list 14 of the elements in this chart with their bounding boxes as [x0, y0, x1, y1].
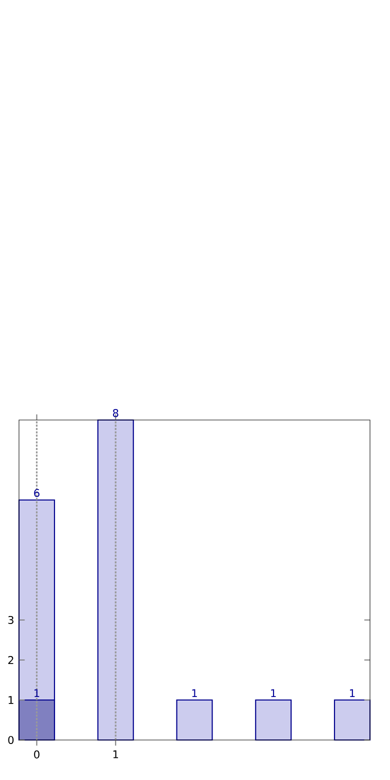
data-label: 6 [34, 488, 40, 498]
data-label: 8 [112, 408, 118, 418]
data-label: 1 [350, 689, 355, 698]
y-tick-label: 1 [8, 696, 14, 704]
bar [97, 419, 134, 741]
bar [255, 699, 292, 741]
bar [176, 699, 213, 741]
y-tick-label: 3 [8, 616, 14, 624]
data-label: 1 [34, 689, 40, 698]
y-tick-label: 0 [8, 736, 14, 744]
y-tick-label: 2 [8, 656, 14, 664]
bar [334, 699, 371, 741]
data-label: 1 [271, 689, 276, 698]
data-label: 1 [192, 689, 197, 698]
